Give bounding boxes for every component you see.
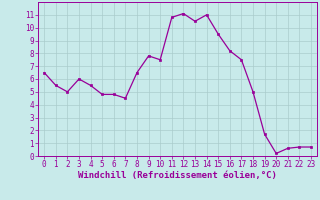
X-axis label: Windchill (Refroidissement éolien,°C): Windchill (Refroidissement éolien,°C): [78, 171, 277, 180]
